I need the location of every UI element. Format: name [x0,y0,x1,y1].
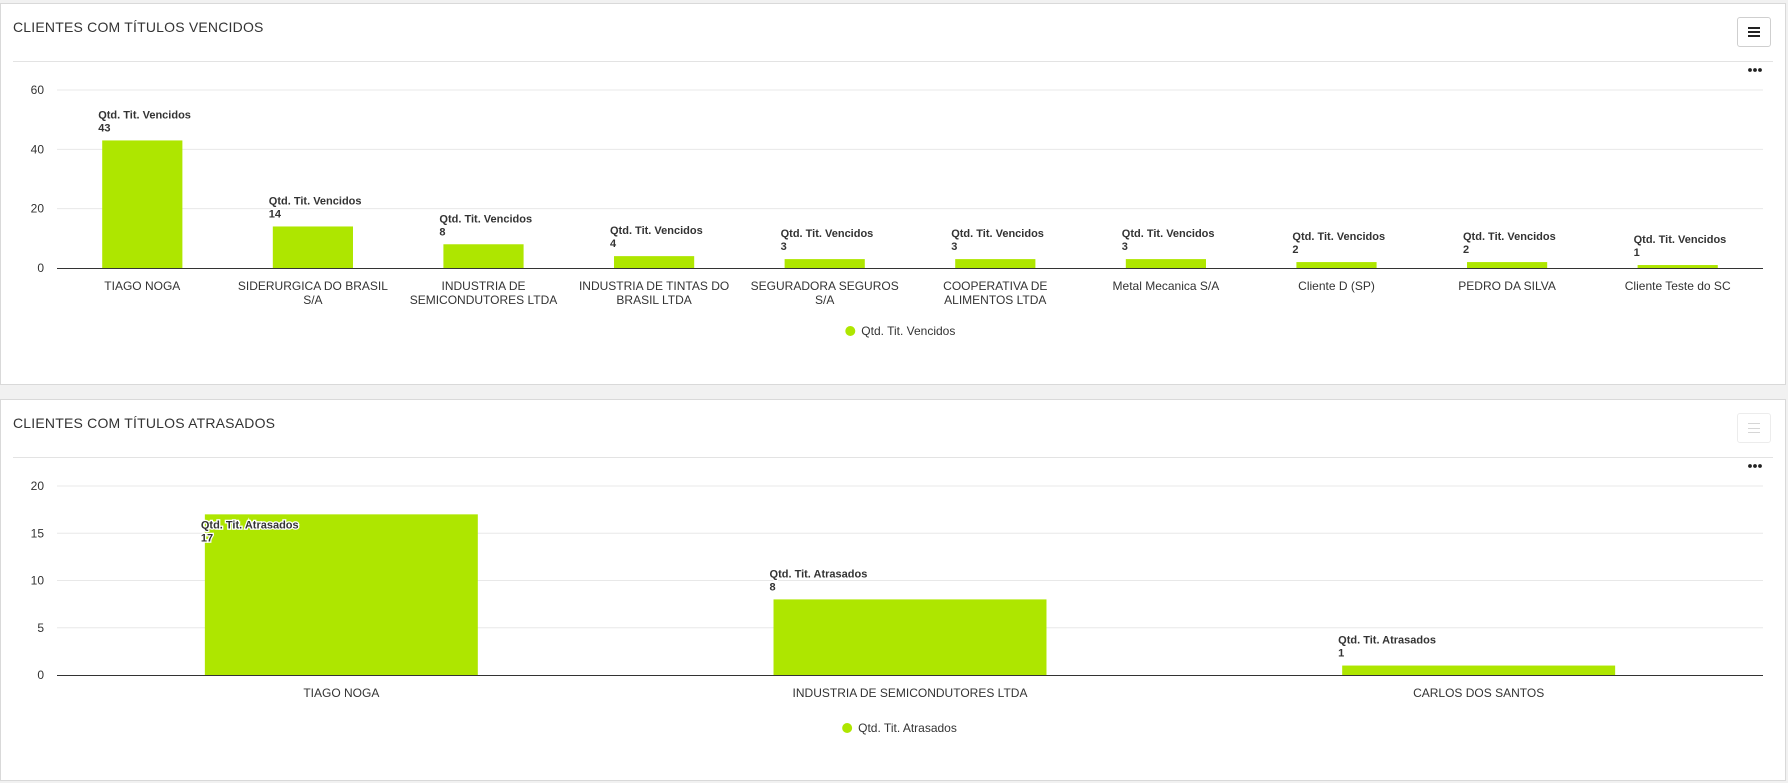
x-tick-label: Cliente D (SP) [1298,279,1375,293]
data-label-name: Qtd. Tit. Vencidos [1122,228,1215,240]
bar [1296,262,1377,268]
bar [1125,259,1206,268]
bar [614,256,695,268]
x-tick-label: Metal Mecanica S/A [1113,279,1220,293]
bar [1637,265,1718,268]
x-tick-label: BRASIL LTDA [616,293,691,307]
bar [784,259,865,268]
panel-title: CLIENTES COM TÍTULOS VENCIDOS [13,19,264,35]
legend-label: Qtd. Tit. Vencidos [861,324,955,338]
ellipsis-icon[interactable] [1748,464,1762,468]
y-tick-label: 40 [31,142,45,156]
ellipsis-dot [1758,68,1762,72]
x-tick-label: INDUSTRIA DE SEMICONDUTORES LTDA [793,686,1028,700]
y-tick-label: 0 [37,261,44,275]
x-tick-label: TIAGO NOGA [104,279,180,293]
y-tick-label: 20 [31,202,45,216]
x-tick-label: Cliente Teste do SC [1625,279,1731,293]
legend-marker [845,326,856,336]
bar [1467,262,1548,268]
x-tick-label: SEGURADORA SEGUROS [751,279,899,293]
y-tick-label: 10 [31,574,45,588]
data-label-name: Qtd. Tit. Vencidos [1292,231,1385,243]
bar [443,244,524,268]
ellipsis-dot [1748,464,1752,468]
data-label-value: 2 [1463,244,1469,256]
data-label-name: Qtd. Tit. Vencidos [269,195,362,207]
data-label-name: Qtd. Tit. Vencidos [439,213,532,225]
ellipsis-dot [1753,464,1757,468]
chart-panel-vencidos: CLIENTES COM TÍTULOS VENCIDOS 0 20 40 60 Qtd… [0,3,1786,385]
title-divider [13,61,1773,62]
panel-title: CLIENTES COM TÍTULOS ATRASADOS [13,415,276,431]
hamburger-menu-icon [1748,423,1760,433]
bar [955,259,1036,268]
data-label-value: 4 [610,238,617,250]
y-tick-label: 20 [31,479,45,493]
data-label-name: Qtd. Tit. Vencidos [781,228,874,240]
data-label-value: 3 [781,241,787,253]
ellipsis-dot [1758,464,1762,468]
x-tick-label: CARLOS DOS SANTOS [1413,686,1544,700]
x-tick-label: ALIMENTOS LTDA [944,293,1046,307]
data-label-name: Qtd. Tit. Vencidos [1463,231,1556,243]
legend[interactable]: Qtd. Tit. Vencidos [845,324,955,338]
data-label-value: 2 [1292,244,1298,256]
data-label-value: 8 [439,226,445,238]
data-label-name: Qtd. Tit. Vencidos [610,225,703,237]
title-divider [13,457,1773,458]
legend-marker [842,723,853,733]
ellipsis-dot [1753,68,1757,72]
bar [272,226,353,268]
y-tick-label: 15 [31,526,45,540]
ellipsis-icon[interactable] [1748,68,1762,72]
legend[interactable]: Qtd. Tit. Atrasados [842,721,957,735]
y-tick-label: 0 [37,668,44,682]
hamburger-menu-button[interactable] [1737,17,1771,47]
data-label-value: 3 [1122,241,1128,253]
data-label-name: Qtd. Tit. Vencidos [98,109,191,121]
bar [204,514,478,675]
data-label-name: Qtd. Tit. Vencidos [1634,234,1727,246]
x-tick-label: TIAGO NOGA [303,686,379,700]
y-tick-label: 60 [31,83,45,97]
bar [1342,665,1616,675]
ellipsis-dot [1748,68,1752,72]
data-label-value: 43 [98,122,110,134]
x-tick-label: SIDERURGICA DO BRASIL [238,279,388,293]
bar [773,599,1047,675]
hamburger-menu-icon [1748,27,1760,37]
x-tick-label: S/A [303,293,322,307]
data-label-name: Qtd. Tit. Atrasados [1338,635,1436,647]
x-tick-label: SEMICONDUTORES LTDA [410,293,558,307]
x-tick-label: COOPERATIVA DE [943,279,1047,293]
y-tick-label: 5 [37,621,44,635]
data-label-name: Qtd. Tit. Atrasados [201,519,299,531]
data-label-value: 1 [1338,648,1344,660]
data-label-name: Qtd. Tit. Atrasados [770,568,868,580]
data-label-name: Qtd. Tit. Vencidos [951,228,1044,240]
data-label-value: 17 [201,532,213,544]
x-tick-label: INDUSTRIA DE TINTAS DO [579,279,729,293]
hamburger-menu-button[interactable] [1737,413,1771,443]
data-label-value: 8 [770,581,776,593]
data-label-value: 1 [1634,247,1640,259]
x-tick-label: INDUSTRIA DE [441,279,525,293]
x-tick-label: S/A [815,293,834,307]
legend-label: Qtd. Tit. Atrasados [858,721,957,735]
x-tick-label: PEDRO DA SILVA [1458,279,1556,293]
chart-panel-atrasados: CLIENTES COM TÍTULOS ATRASADOS 0 5 10 15 20 Q… [0,399,1786,781]
bar [102,140,183,268]
data-label-value: 3 [951,241,957,253]
data-label-value: 14 [269,208,282,220]
